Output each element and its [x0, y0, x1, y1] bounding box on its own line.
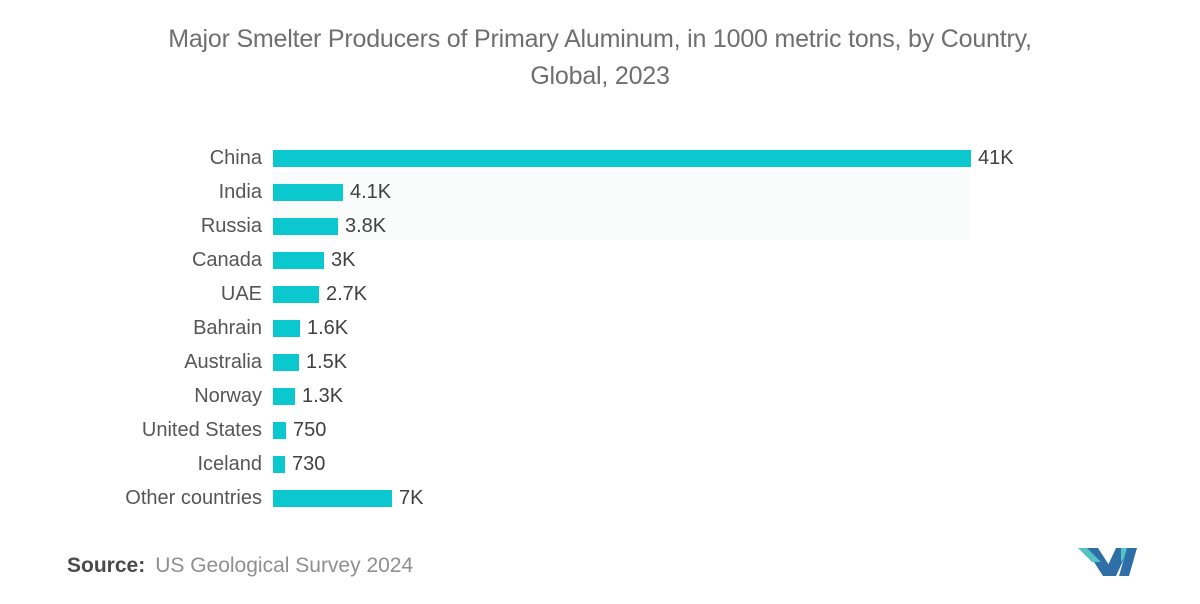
bar[interactable] [273, 149, 971, 167]
category-label: United States [141, 418, 262, 441]
value-label: 2.7K [326, 282, 368, 305]
value-label: 750 [293, 418, 327, 441]
bar-track: 7K [273, 487, 1200, 510]
source-line: Source: US Geological Survey 2024 [67, 554, 413, 578]
bar[interactable] [273, 455, 285, 473]
bar-track: 1.3K [273, 385, 1200, 408]
chart-row: Russia 3.8K [0, 209, 1200, 243]
bar-track: 2.7K [273, 283, 1200, 306]
value-label: 1.5K [306, 350, 348, 373]
chart-row: Canada 3K [0, 243, 1200, 277]
chart-row: China 41K [0, 141, 1200, 175]
bar-track: 3.8K [273, 215, 1200, 238]
row-highlight-band [273, 172, 970, 239]
bar[interactable] [273, 489, 392, 507]
category-label: Other countries [125, 486, 262, 509]
bar[interactable] [273, 217, 338, 235]
value-label: 3K [331, 248, 356, 271]
category-label: Norway [194, 384, 262, 407]
value-label: 7K [399, 486, 424, 509]
chart-row: UAE 2.7K [0, 277, 1200, 311]
chart-title-line2: Global, 2023 [530, 62, 670, 90]
chart-row: Iceland 730 [0, 447, 1200, 481]
bar[interactable] [273, 183, 343, 201]
bar[interactable] [273, 387, 295, 405]
value-label: 41K [978, 146, 1014, 169]
source-label: Source: [67, 554, 146, 577]
chart-title-line1: Major Smelter Producers of Primary Alumi… [168, 25, 1032, 53]
bar-track: 750 [273, 419, 1200, 442]
bar[interactable] [273, 353, 299, 371]
category-label: China [209, 146, 262, 169]
bar[interactable] [273, 251, 324, 269]
chart-row: India 4.1K [0, 175, 1200, 209]
category-label: Australia [184, 350, 262, 373]
bar[interactable] [273, 319, 300, 337]
chart-row: Bahrain 1.6K [0, 311, 1200, 345]
chart-title: Major Smelter Producers of Primary Alumi… [0, 21, 1200, 95]
value-label: 730 [292, 452, 326, 475]
category-label: Canada [191, 248, 262, 271]
category-label: India [218, 180, 262, 203]
bar-chart: China 41K India 4.1K Russia 3.8K Canada 3K UAE 2.… [0, 141, 1200, 515]
brand-logo-icon [1078, 548, 1137, 576]
value-label: 3.8K [345, 214, 387, 237]
bar-track: 1.6K [273, 317, 1200, 340]
category-label: UAE [220, 282, 262, 305]
bar-track: 1.5K [273, 351, 1200, 374]
source-text: US Geological Survey 2024 [155, 554, 414, 577]
chart-row: United States 750 [0, 413, 1200, 447]
value-label: 1.3K [302, 384, 344, 407]
bar[interactable] [273, 285, 319, 303]
bar-track: 4.1K [273, 181, 1200, 204]
brand-logo [1077, 544, 1139, 580]
category-label: Iceland [197, 452, 263, 475]
bar-track: 3K [273, 249, 1200, 272]
bar[interactable] [273, 421, 286, 439]
chart-row: Other countries 7K [0, 481, 1200, 515]
bar-track: 41K [273, 147, 1200, 170]
bar-track: 730 [273, 453, 1200, 476]
chart-row: Australia 1.5K [0, 345, 1200, 379]
value-label: 1.6K [307, 316, 349, 339]
value-label: 4.1K [350, 180, 392, 203]
chart-row: Norway 1.3K [0, 379, 1200, 413]
category-label: Russia [200, 214, 262, 237]
category-label: Bahrain [193, 316, 262, 339]
